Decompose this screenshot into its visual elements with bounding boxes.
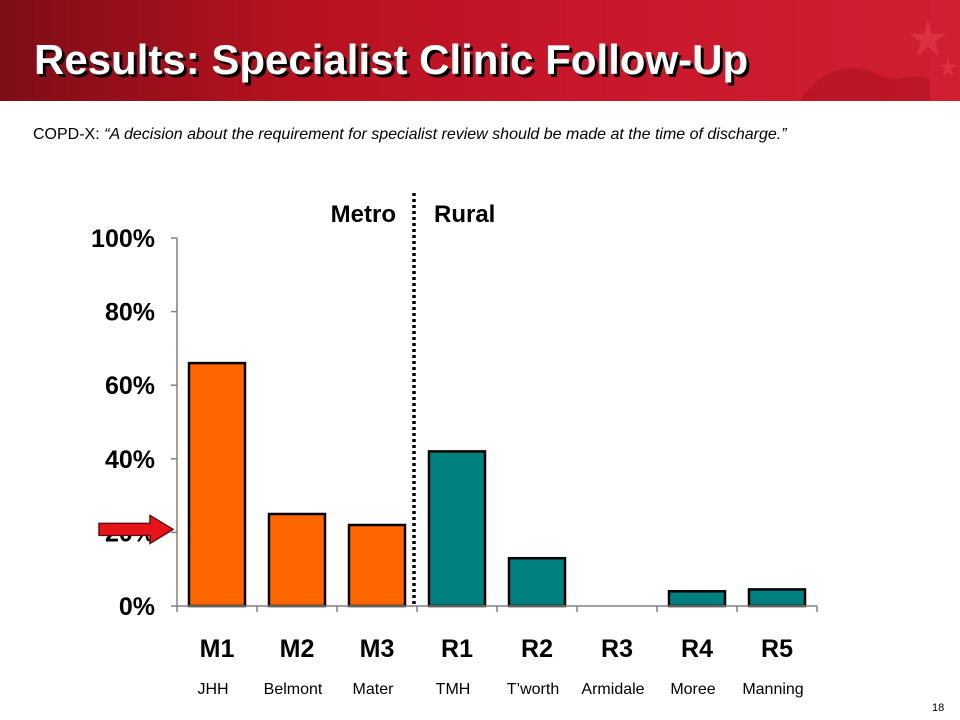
- bar-r4: [667, 590, 727, 608]
- quote-prefix: COPD-X:: [33, 126, 105, 143]
- y-tick-label: 100%: [91, 225, 155, 253]
- bar-m3: [347, 523, 407, 608]
- y-tick-label: 80%: [105, 299, 155, 327]
- page-number: 18: [932, 702, 945, 714]
- x-tick-label-r4: R4: [681, 635, 713, 663]
- group-label-rural: Rural: [434, 201, 495, 228]
- site-name-row: JHH Belmont Mater TMH T’worth Armidale Moree Ma…: [0, 681, 960, 701]
- x-tick-label-r3: R3: [601, 635, 633, 663]
- header-decoration: [800, 20, 957, 101]
- bar-r5: [747, 588, 807, 608]
- bar-r2: [507, 556, 567, 608]
- quote-text: COPD-X: “A decision about the requiremen…: [33, 122, 933, 147]
- target-arrow-icon: [98, 514, 175, 545]
- x-tick-label-r1: R1: [441, 635, 473, 663]
- x-tick-label-m2: M2: [280, 635, 315, 663]
- x-tick-label-r2: R2: [521, 635, 553, 663]
- quote-body: “A decision about the requirement for sp…: [104, 126, 787, 143]
- site-name-label: Belmont: [263, 681, 323, 698]
- site-name-label: T’worth: [506, 681, 560, 698]
- bar-m2: [267, 512, 327, 608]
- x-tick-label-r5: R5: [761, 635, 793, 663]
- y-tick-label: 0%: [119, 593, 155, 621]
- bar-m1: [187, 361, 247, 608]
- bar-r1: [427, 450, 487, 608]
- site-name-label: Moree: [670, 681, 716, 698]
- y-tick-label: 60%: [105, 372, 155, 400]
- y-tick-label: 40%: [105, 446, 155, 474]
- site-name-label: Mater: [352, 681, 394, 698]
- header-band: [0, 0, 960, 101]
- site-name-label: JHH: [197, 681, 229, 698]
- group-label-metro: Metro: [331, 201, 396, 228]
- site-name-label: Manning: [742, 681, 804, 698]
- x-tick-label-m3: M3: [360, 635, 395, 663]
- site-name-label: TMH: [435, 681, 471, 698]
- slide-title: Results: Specialist Clinic Follow-Up: [34, 36, 749, 83]
- x-tick-label-m1: M1: [200, 635, 235, 663]
- site-name-label: Armidale: [581, 681, 645, 698]
